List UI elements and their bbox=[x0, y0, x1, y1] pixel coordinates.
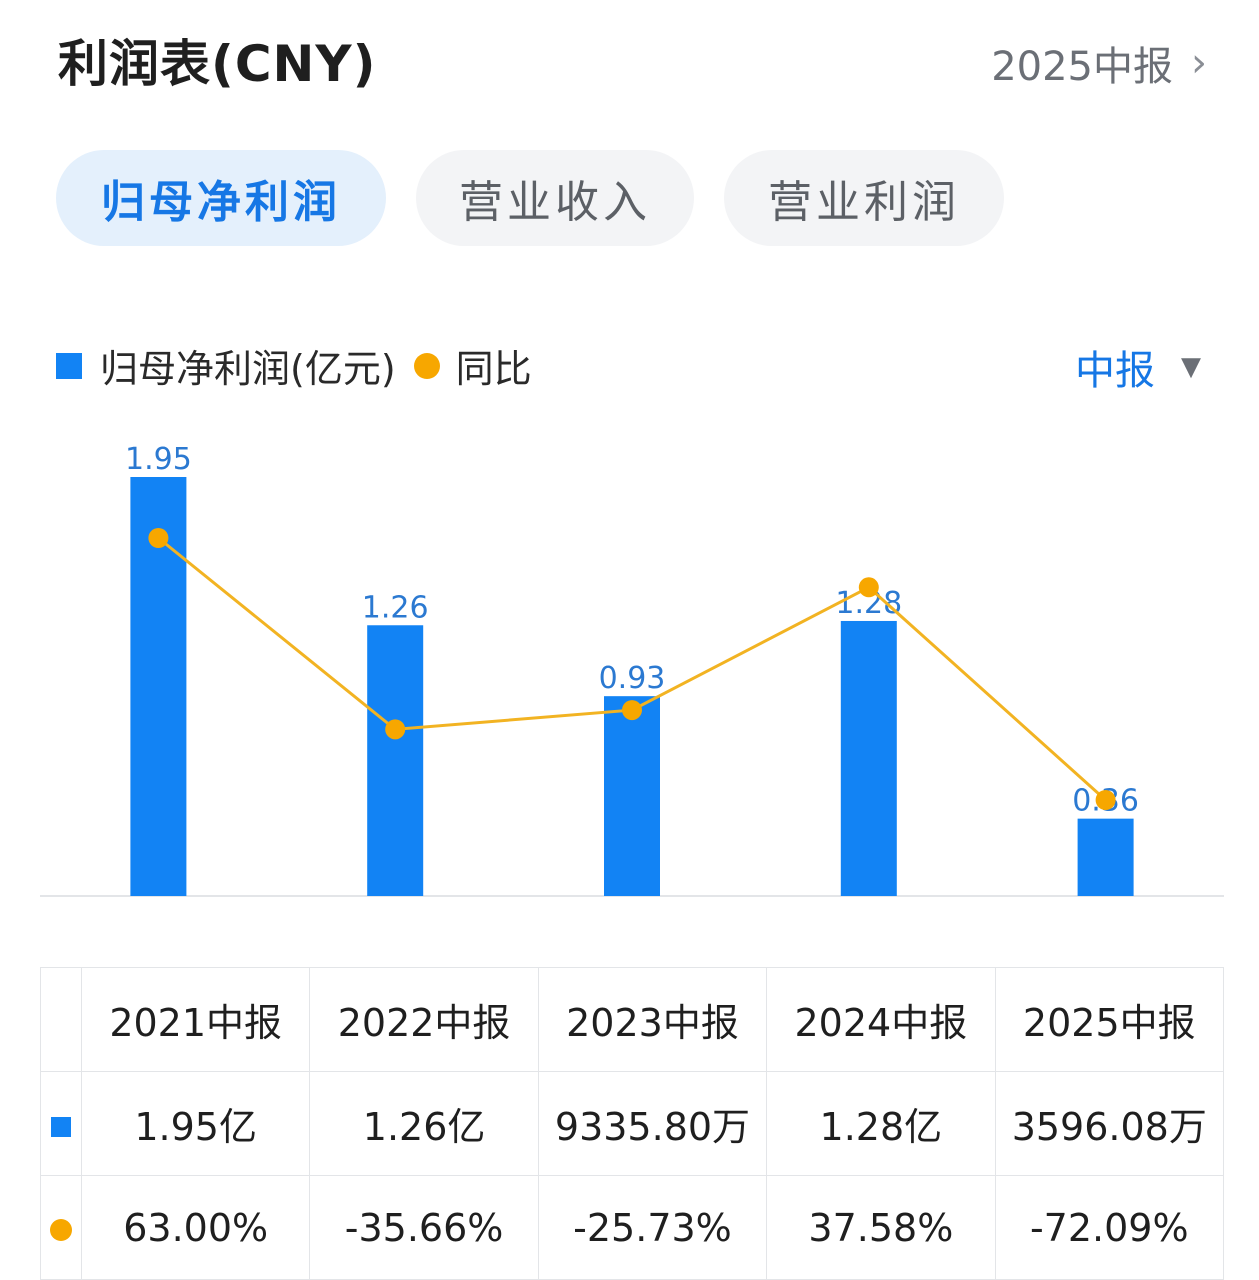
legend-series2-label: 同比 bbox=[455, 347, 532, 391]
table-header-cell: 2025中报 bbox=[994, 967, 1225, 1072]
data-table: 2021中报 2022中报 2023中报 2024中报 2025中报 1.95亿… bbox=[40, 967, 1225, 1280]
table-header-cell: 2023中报 bbox=[537, 967, 768, 1072]
bar-value-label: 0.93 bbox=[599, 661, 666, 696]
table-cell: -25.73% bbox=[537, 1175, 768, 1280]
table-cell: 63.00% bbox=[80, 1175, 311, 1280]
tab-label: 营业利润 bbox=[768, 177, 960, 228]
table-header-cell: 2024中报 bbox=[766, 967, 996, 1072]
table-cell: 1.26亿 bbox=[309, 1071, 539, 1176]
line-series-icon bbox=[50, 1218, 72, 1241]
tab-operating-profit[interactable]: 营业利润 bbox=[724, 150, 1004, 246]
bar-series-icon bbox=[51, 1116, 71, 1137]
tab-revenue[interactable]: 营业收入 bbox=[416, 150, 694, 246]
table-header-cell: 2021中报 bbox=[80, 967, 311, 1072]
chart-legend: 归母净利润(亿元) 同比 bbox=[56, 338, 532, 393]
table-header-cell: 2022中报 bbox=[309, 967, 539, 1072]
bar bbox=[367, 625, 424, 896]
period-selector[interactable]: 2025中报 › bbox=[991, 34, 1207, 92]
profit-marker-cell bbox=[40, 1071, 82, 1176]
yoy-point bbox=[148, 528, 169, 548]
bar bbox=[604, 696, 660, 896]
tab-label: 归母净利润 bbox=[101, 177, 341, 228]
table-cell: -72.09% bbox=[994, 1175, 1225, 1280]
yoy-point bbox=[858, 577, 879, 598]
bar bbox=[840, 620, 897, 896]
legend-bar-swatch bbox=[56, 352, 82, 379]
bar bbox=[1077, 818, 1134, 896]
yoy-point bbox=[622, 700, 642, 721]
yoy-point bbox=[385, 719, 406, 740]
legend-series1-label: 归母净利润(亿元) bbox=[100, 347, 396, 391]
table-header-row: 2021中报 2022中报 2023中报 2024中报 2025中报 bbox=[40, 967, 1225, 1072]
period-label: 2025中报 bbox=[991, 44, 1173, 90]
bar-value-label: 1.95 bbox=[125, 442, 192, 477]
yoy-marker-cell bbox=[40, 1175, 82, 1280]
page-title: 利润表(CNY) bbox=[58, 35, 377, 93]
table-cell: 3596.08万 bbox=[994, 1071, 1225, 1176]
report-type-label: 中报 bbox=[1075, 348, 1155, 394]
bar-value-label: 1.26 bbox=[362, 590, 429, 625]
yoy-point bbox=[1095, 790, 1116, 810]
caret-down-icon: ▼ bbox=[1181, 352, 1201, 382]
tab-net-profit[interactable]: 归母净利润 bbox=[56, 150, 386, 246]
chevron-right-icon: › bbox=[1191, 40, 1207, 86]
table-cell: -35.66% bbox=[309, 1175, 539, 1280]
legend-line-swatch bbox=[413, 352, 440, 379]
corner-cell bbox=[40, 967, 82, 1072]
table-cell: 37.58% bbox=[766, 1175, 996, 1280]
metric-tabs: 归母净利润 营业收入 营业利润 bbox=[56, 150, 1004, 246]
table-cell: 9335.80万 bbox=[537, 1071, 768, 1176]
tab-label: 营业收入 bbox=[459, 177, 651, 228]
profit-chart: 1.951.260.931.280.36 bbox=[40, 442, 1224, 897]
report-type-dropdown[interactable]: 中报 ▼ bbox=[1075, 338, 1201, 396]
table-row-profit: 1.95亿 1.26亿 9335.80万 1.28亿 3596.08万 bbox=[40, 1071, 1225, 1176]
table-cell: 1.95亿 bbox=[80, 1071, 311, 1176]
table-cell: 1.28亿 bbox=[766, 1071, 996, 1176]
table-row-yoy: 63.00% -35.66% -25.73% 37.58% -72.09% bbox=[40, 1175, 1225, 1280]
